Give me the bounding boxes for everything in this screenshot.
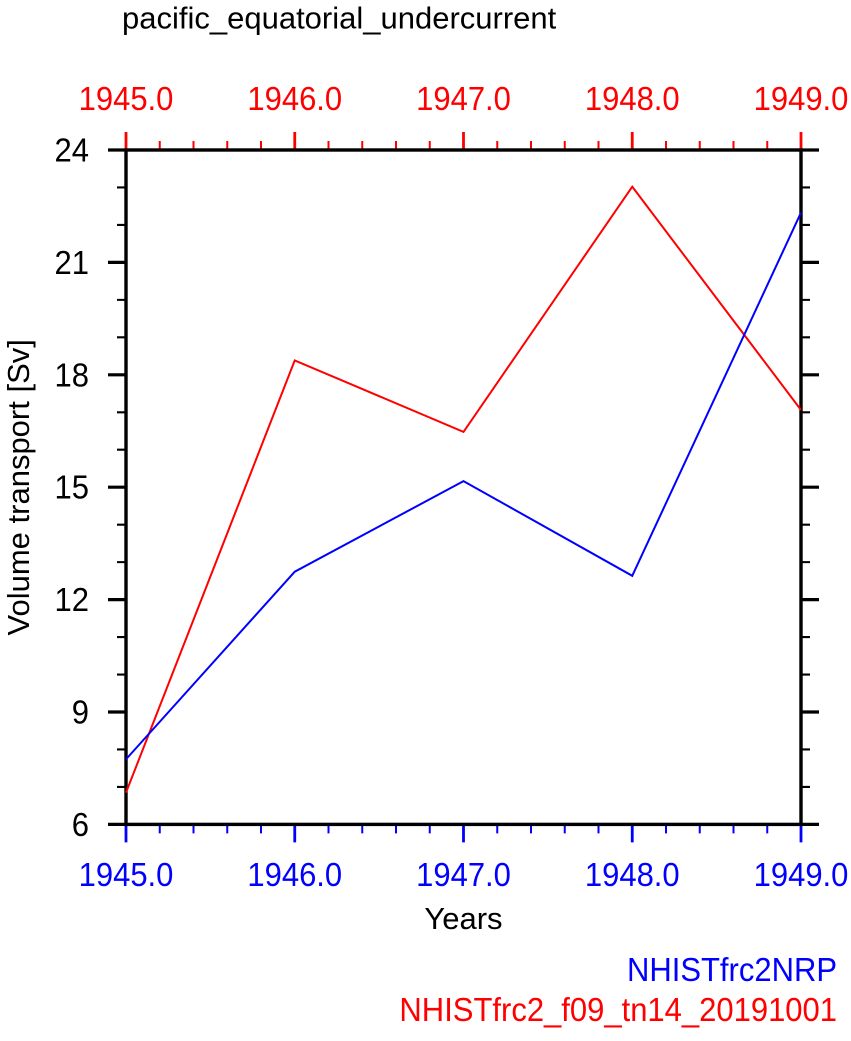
svg-text:1945.0: 1945.0	[79, 856, 174, 893]
svg-text:12: 12	[55, 581, 89, 618]
svg-text:9: 9	[72, 693, 89, 730]
svg-text:NHISTfrc2NRP: NHISTfrc2NRP	[627, 951, 837, 988]
svg-text:1947.0: 1947.0	[416, 856, 511, 893]
svg-text:15: 15	[55, 469, 89, 506]
svg-text:1946.0: 1946.0	[247, 856, 342, 893]
svg-text:1948.0: 1948.0	[585, 856, 680, 893]
svg-text:Volume transport [Sv]: Volume transport [Sv]	[1, 339, 36, 635]
svg-text:1945.0: 1945.0	[79, 80, 174, 117]
svg-text:1948.0: 1948.0	[585, 80, 680, 117]
svg-text:1949.0: 1949.0	[754, 856, 849, 893]
svg-text:NHISTfrc2_f09_tn14_20191001: NHISTfrc2_f09_tn14_20191001	[399, 991, 837, 1028]
svg-text:1947.0: 1947.0	[416, 80, 511, 117]
svg-text:pacific_equatorial_undercurren: pacific_equatorial_undercurrent	[122, 1, 557, 36]
svg-text:6: 6	[72, 806, 89, 843]
svg-text:1946.0: 1946.0	[247, 80, 342, 117]
svg-text:18: 18	[55, 356, 89, 393]
svg-text:Years: Years	[424, 901, 502, 936]
svg-text:21: 21	[55, 244, 89, 281]
svg-text:24: 24	[55, 131, 89, 168]
svg-text:1949.0: 1949.0	[754, 80, 849, 117]
